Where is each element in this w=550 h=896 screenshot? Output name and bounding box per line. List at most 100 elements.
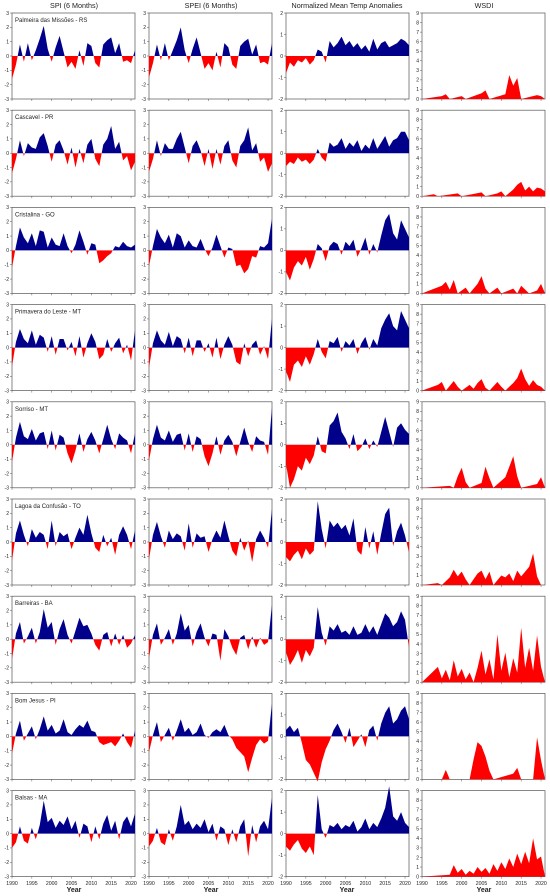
y-tick-label: 4 [416,156,419,162]
location-label: Sorriso - MT [15,407,48,413]
xlabel-wsdi: Year [477,887,492,894]
y-tick-label: 2 [6,220,9,226]
y-tick-label: -1 [279,659,284,665]
series-area-spi-negative [12,153,135,174]
series-area-spi-negative [12,736,135,754]
panel-frame [421,12,546,100]
y-tick-label: 0 [6,54,9,60]
series-area-spei-negative [149,444,272,467]
y-tick-label: 7 [416,419,419,425]
series-area-spi-positive [12,125,135,154]
y-tick-label: 1 [280,32,283,38]
y-tick-label: -3 [142,194,147,200]
y-tick-label: -2 [279,97,284,103]
y-tick-label: -2 [279,583,284,589]
series-area-temp-negative [286,444,409,488]
y-tick-label: -1 [279,756,284,762]
y-tick-label: 6 [416,331,419,337]
series-area-spi-positive [12,716,135,737]
y-tick-label: 8 [416,701,419,707]
y-tick-label: 4 [416,836,419,842]
x-tick-label: 1995 [300,881,312,887]
y-tick-label: 4 [416,253,419,259]
panel-spei-row-9: -3 -2 -1 0 1 2 3 [142,788,273,880]
x-tick-label: 2000 [456,881,468,887]
y-tick-label: -1 [5,68,10,74]
series-area-spei-positive [149,604,272,640]
series-area-wsdi [422,838,545,877]
y-tick-label: 3 [416,651,419,657]
y-tick-label: 9 [416,497,419,503]
y-tick-label: -2 [279,194,284,200]
y-tick-label: 0 [6,443,9,449]
x-tick-label: 2015 [105,881,117,887]
panel-wsdi-row-1: 0 1 2 3 4 5 6 7 8 9 [416,11,546,103]
x-tick-label: 2015 [379,881,391,887]
series-area-temp-negative [286,250,409,281]
y-tick-label: 3 [6,594,9,600]
y-tick-label: 6 [416,525,419,531]
y-tick-label: 7 [416,322,419,328]
y-tick-label: 1 [6,720,9,726]
y-tick-label: 1 [143,817,146,823]
location-label: Palmeira das Missões - RS [15,18,87,24]
y-tick-label: -2 [5,471,10,477]
series-area-spi-positive [12,227,135,251]
y-tick-label: 2 [6,706,9,712]
y-tick-label: 8 [416,118,419,124]
y-tick-label: 9 [416,11,419,17]
y-tick-label: -2 [142,860,147,866]
y-tick-label: 3 [6,108,9,114]
column-titles: SPI (6 Months) SPEI (6 Months) Normalize… [50,1,493,10]
series-area-spi-positive [12,421,135,445]
x-tick-label: 1990 [143,881,155,887]
y-tick-label: 3 [6,302,9,308]
y-tick-label: -1 [279,853,284,859]
panel-spei-row-3: -3 -2 -1 0 1 2 3 [142,205,273,297]
y-tick-label: -3 [142,777,147,783]
x-tick-label: 2005 [66,881,78,887]
y-tick-label: -2 [5,763,10,769]
y-tick-label: -2 [5,374,10,380]
panel-spi-row-6: -3 -2 -1 0 1 2 3 Lagoa da Confusão - TO [5,497,136,589]
series-area-temp-negative [286,833,409,856]
y-tick-label: 2 [416,369,419,375]
y-tick-label: -2 [142,666,147,672]
series-area-wsdi [422,553,545,585]
y-tick-label: 1 [143,234,146,240]
panel-frame [421,109,546,197]
series-area-spei-negative [149,736,272,773]
y-tick-label: 2 [416,272,419,278]
y-tick-label: 2 [143,608,146,614]
y-tick-label: 1 [280,810,283,816]
y-tick-label: 1 [416,476,419,482]
y-tick-label: 0 [280,54,283,60]
y-tick-label: 1 [416,670,419,676]
y-tick-label: 1 [416,87,419,93]
xlabel-spi: Year [67,887,82,894]
series-area-wsdi [422,737,545,780]
panel-wsdi-row-2: 0 1 2 3 4 5 6 7 8 9 [416,108,546,200]
series-area-spei-positive [149,703,272,737]
y-tick-label: 1 [6,623,9,629]
series-area-temp-positive [286,213,409,251]
location-label: Balsas - MA [15,796,47,802]
y-tick-label: 0 [280,248,283,254]
y-tick-label: -2 [279,388,284,394]
y-tick-label: -2 [142,763,147,769]
x-tick-label: 2000 [46,881,58,887]
y-tick-label: -1 [279,464,284,470]
series-area-spei-negative [149,56,272,78]
y-tick-label: 7 [416,224,419,230]
y-tick-label: -1 [279,75,284,81]
series-area-spei-positive [149,218,272,251]
series-area-temp-negative [286,56,409,74]
y-tick-label: -1 [142,749,147,755]
panel-wsdi-row-4: 0 1 2 3 4 5 6 7 8 9 [416,302,546,394]
location-label: Bom Jesus - PI [15,698,56,704]
y-tick-label: 2 [416,175,419,181]
y-tick-label: -2 [142,568,147,574]
y-tick-label: -3 [5,680,10,686]
y-tick-label: 5 [416,632,419,638]
